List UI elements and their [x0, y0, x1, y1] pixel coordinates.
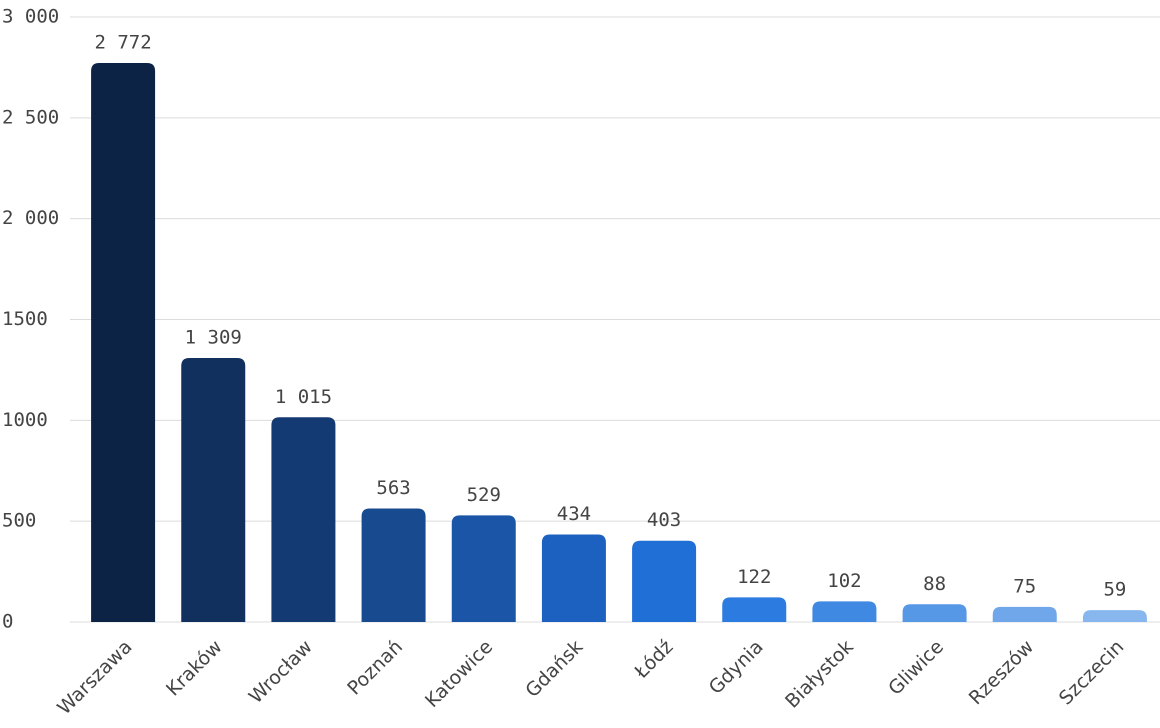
x-tick-label: Gdynia	[705, 636, 768, 699]
bar	[902, 604, 967, 622]
value-label: 122	[737, 566, 771, 588]
x-tick-label: Białystok	[781, 636, 858, 713]
y-tick-label: 2 000	[2, 207, 59, 229]
y-tick-label: 1500	[2, 308, 48, 330]
value-label: 59	[1103, 579, 1126, 601]
x-tick-label: Warszawa	[53, 636, 136, 719]
value-label: 1 015	[275, 386, 332, 408]
x-tick-label: Rzeszów	[965, 636, 1038, 709]
bar	[812, 601, 877, 622]
x-tick-label: Kraków	[162, 636, 227, 701]
value-label: 88	[923, 573, 946, 595]
bar	[451, 515, 516, 622]
y-tick-label: 3 000	[2, 6, 59, 28]
bar	[181, 358, 246, 622]
value-label: 434	[557, 503, 591, 525]
x-tick-label: Gdańsk	[521, 636, 587, 702]
x-tick-label: Wrocław	[245, 636, 317, 708]
bar	[632, 540, 697, 622]
bar	[91, 62, 156, 623]
x-tick-label: Poznań	[343, 636, 407, 700]
y-tick-label: 1000	[2, 409, 48, 431]
value-label: 75	[1013, 575, 1036, 597]
x-tick-label: Łódź	[630, 636, 678, 684]
y-tick-label: 500	[2, 510, 36, 532]
x-tick-label: Katowice	[421, 636, 497, 712]
value-label: 102	[827, 570, 861, 592]
y-tick-label: 2 500	[2, 106, 59, 128]
value-label: 529	[467, 484, 501, 506]
value-label: 2 772	[94, 31, 151, 53]
bar	[992, 606, 1057, 622]
bar	[361, 508, 426, 622]
x-tick-label: Szczecin	[1055, 636, 1128, 709]
x-tick-label: Gliwice	[884, 636, 948, 700]
bar	[271, 417, 336, 622]
bar	[1082, 610, 1147, 622]
value-label: 1 309	[185, 327, 242, 349]
bar	[722, 597, 787, 622]
y-tick-label: 0	[2, 611, 13, 633]
value-label: 403	[647, 509, 681, 531]
value-label: 563	[376, 477, 410, 499]
bar	[541, 534, 606, 622]
